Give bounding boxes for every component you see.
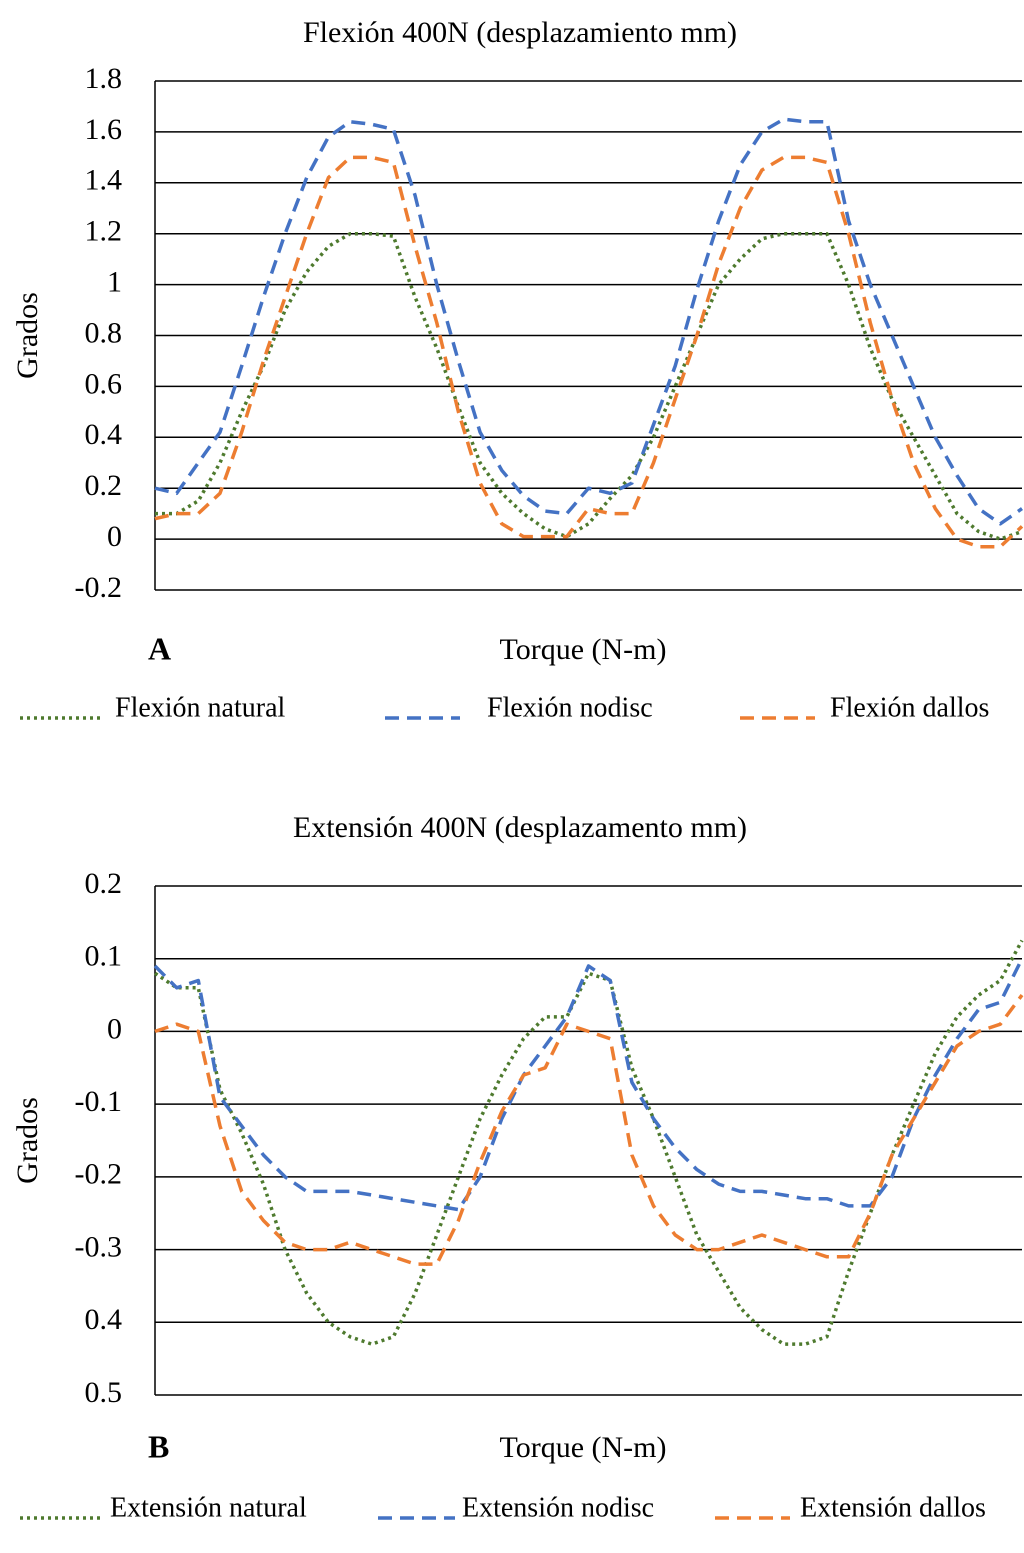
y-tick-label: 0.2 — [85, 867, 123, 900]
y-tick-label: 1 — [107, 265, 122, 298]
x-axis-label: Torque (N-m) — [499, 1431, 666, 1464]
series-line — [155, 231, 1023, 541]
y-tick-label: 0.2 — [85, 469, 123, 502]
series-line — [154, 994, 1024, 1266]
legend-label: Flexión nodisc — [487, 692, 653, 723]
y-tick-label: 0 — [107, 1012, 122, 1045]
y-tick-label: -0.1 — [75, 1085, 123, 1118]
y-tick-label: 0.8 — [85, 316, 123, 349]
legend-label: Flexión natural — [115, 692, 286, 723]
series-line — [154, 155, 1024, 549]
y-tick-label: 1.2 — [85, 215, 123, 248]
x-axis-label: Torque (N-m) — [499, 633, 666, 666]
series-line — [154, 117, 1024, 526]
y-tick-label: -0.3 — [75, 1230, 123, 1263]
y-tick-label: 0.4 — [85, 1303, 123, 1336]
y-tick-label: 0.1 — [85, 940, 123, 973]
y-axis-label: Grados — [11, 1097, 44, 1184]
legend-label: Extensión dallos — [800, 1492, 986, 1523]
chart-title: Flexión 400N (desplazamiento mm) — [303, 16, 737, 49]
panel-label: A — [148, 630, 171, 666]
y-tick-label: 0 — [107, 520, 122, 553]
chart-title: Extensión 400N (desplazamento mm) — [293, 811, 747, 844]
y-tick-label: 1.4 — [85, 164, 123, 197]
y-tick-label: 0.5 — [85, 1376, 123, 1409]
legend-label: Extensión natural — [110, 1492, 307, 1523]
y-tick-label: -0.2 — [75, 571, 123, 604]
y-tick-label: 1.6 — [85, 113, 123, 146]
y-tick-label: -0.2 — [75, 1158, 123, 1191]
legend-label: Extensión nodisc — [462, 1492, 654, 1523]
y-tick-label: 1.8 — [85, 62, 123, 95]
y-tick-label: 0.4 — [85, 418, 123, 451]
series-line — [154, 939, 1024, 1346]
series-line — [153, 957, 1024, 1212]
y-axis-label: Grados — [11, 292, 44, 379]
y-tick-label: 0.6 — [85, 367, 123, 400]
panel-label: B — [148, 1428, 169, 1464]
legend-label: Flexión dallos — [830, 692, 989, 723]
